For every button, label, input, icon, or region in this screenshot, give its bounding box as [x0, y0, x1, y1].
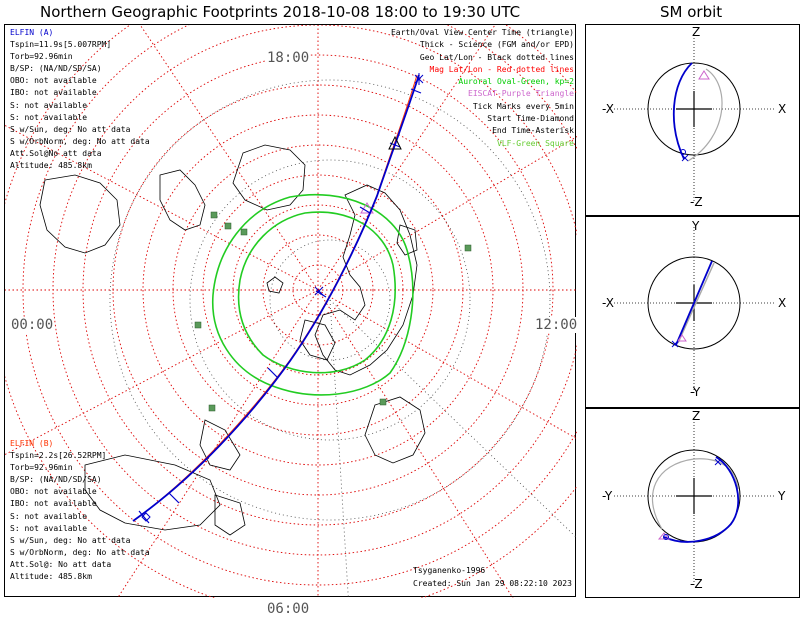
- legend-item: Mag Lat/Lon - Red dotted lines: [429, 64, 575, 74]
- elfin-a-line: Torb=92.96min: [10, 52, 73, 62]
- sm2-right-label: X: [778, 296, 787, 310]
- elfin-b-line: S: not available: [10, 523, 88, 533]
- elfin-a-line: Att.Sol@No att data: [10, 148, 102, 158]
- elfin-a-line: S w/Sun, deg: No att data: [10, 124, 131, 134]
- sm3-right-label: Y: [778, 489, 786, 503]
- elfin-a-line: S w/OrbNorm, deg: No att data: [10, 136, 150, 146]
- elfin-a-line: Altitude: 485.8km: [10, 161, 92, 171]
- elfin-b-orbit: [134, 74, 418, 521]
- legend-item: Auroral Oval-Green, kp=2: [458, 77, 574, 87]
- sm1-left-label: -X: [602, 102, 614, 116]
- sm3-bottom-label: -Z: [690, 577, 703, 591]
- view-center-triangle: [388, 135, 402, 150]
- legend-item: Thick - Science (FGM and/or EPD): [419, 40, 574, 50]
- sm-orbit-xy-plot: [614, 227, 774, 395]
- elfin-b-line: OBO: not available: [10, 487, 97, 497]
- sm1-right-label: X: [778, 102, 787, 116]
- elfin-b-line: S: not available: [10, 511, 88, 521]
- auroral-oval: [211, 193, 414, 396]
- elfin-b-info: ELFIN (B) Tspin=2.2s[26.52RPM] Torb=92.9…: [10, 438, 150, 583]
- sm3-left-label: -Y: [602, 489, 613, 503]
- legend-item: Geo Lat/Lon - Black dotted lines: [419, 52, 574, 62]
- sm1-bottom-label: -Z: [690, 195, 703, 209]
- legend-item: End Time-Asterisk: [492, 126, 574, 136]
- elfin-b-line: Att.Sol@: No att data: [10, 559, 112, 569]
- elfin-a-line: B/SP: (NA/ND/SD/SA): [10, 64, 102, 74]
- sm-orbit-yz-panel: Z -Z -Y Y: [585, 408, 800, 598]
- elfin-b-name: ELFIN (B): [10, 439, 54, 448]
- hour-label-left: 00:00: [11, 317, 54, 333]
- vlf-stations: [194, 211, 472, 412]
- sm2-left-label: -X: [602, 296, 614, 310]
- hour-label-top: 18:00: [267, 50, 310, 66]
- elfin-a-line: Tspin=11.9s[5.007RPM]: [10, 40, 112, 50]
- elfin-a-line: IBO: not available: [10, 88, 97, 98]
- pole-marker: [314, 286, 324, 296]
- elfin-b-line: Tspin=2.2s[26.52RPM]: [10, 451, 107, 461]
- sm2-bottom-label: -Y: [690, 385, 701, 399]
- elfin-a-line: S: not available: [10, 100, 88, 110]
- sm-orbit-xz-plot: [614, 35, 774, 203]
- hour-label-right: 12:00: [535, 317, 578, 333]
- main-title: Northern Geographic Footprints 2018-10-0…: [40, 3, 521, 21]
- sm-orbit-yz-plot: [614, 419, 774, 587]
- mag-lon-lines: [5, 25, 577, 598]
- legend-item: Tick Marks every 5min: [472, 101, 574, 111]
- polar-map: [5, 25, 577, 598]
- sm2-top-label: Y: [692, 219, 700, 233]
- start-diamond: [141, 512, 151, 522]
- model-credit: Tsyganenko-1996: [413, 566, 486, 575]
- elfin-a-info: ELFIN (A) Tspin=11.9s[5.007RPM] Torb=92.…: [10, 27, 150, 172]
- eiscat-marker: [360, 202, 374, 214]
- elfin-b-line: B/SP: (NA/ND/SD/SA): [10, 475, 102, 485]
- elfin-b-line: IBO: not available: [10, 499, 97, 509]
- sm-orbit-title: SM orbit: [660, 3, 723, 21]
- sm1-top-label: Z: [692, 25, 701, 39]
- coastlines: [39, 144, 426, 536]
- map-legend: Earth/Oval View Center Time (triangle) T…: [391, 27, 574, 150]
- created-timestamp: Created: Sun Jan 29 08:22:10 2023: [413, 579, 572, 588]
- polar-map-panel: 18:00 00:00 12:00 06:00: [4, 24, 578, 617]
- elfin-b-line: S w/Sun, deg: No att data: [10, 535, 131, 545]
- elfin-b-line: Altitude: 485.8km: [10, 572, 92, 582]
- geo-grid: [109, 79, 577, 598]
- legend-item: Earth/Oval View Center Time (triangle): [390, 28, 574, 37]
- elfin-b-line: S w/OrbNorm, deg: No att data: [10, 547, 150, 557]
- sm-orbit-xy-panel: Y -Y -X X: [585, 216, 800, 408]
- sm-orbit-xz-panel: Z -Z -X X: [585, 24, 800, 216]
- legend-item: VLF-Green Square: [496, 138, 574, 148]
- elfin-b-line: Torb=92.96min: [10, 463, 73, 473]
- end-asterisk: [414, 73, 424, 85]
- elfin-a-line: OBO: not available: [10, 76, 97, 86]
- legend-item: EISCAT-Purple Triangle: [468, 89, 574, 99]
- hour-label-bottom: 06:00: [267, 601, 310, 617]
- elfin-a-name: ELFIN (A): [10, 28, 54, 37]
- legend-item: Start Time-Diamond: [487, 114, 574, 124]
- orbit-tick-marks: [138, 88, 422, 524]
- elfin-a-line: S: not available: [10, 112, 88, 122]
- sm3-top-label: Z: [692, 409, 701, 423]
